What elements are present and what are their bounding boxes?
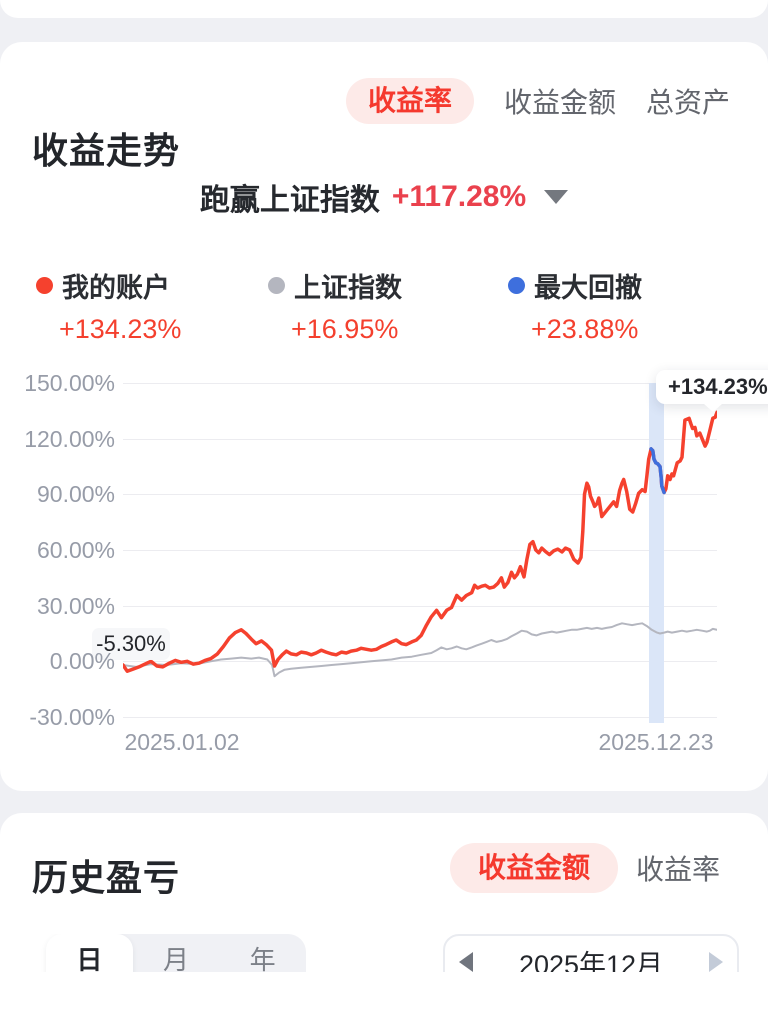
legend-dot-my-account-icon	[36, 277, 53, 294]
legend-label: 上证指数	[294, 273, 402, 303]
end-value-tooltip: +134.23%	[656, 370, 768, 412]
history-card: 历史盈亏 收益金额 收益率 日 月 年 2025年12月	[0, 813, 768, 1030]
chevron-right-icon[interactable]	[708, 952, 723, 972]
period-tab-month[interactable]: 月	[163, 945, 190, 972]
trend-chart[interactable]: -5.30% +134.23% 2025.01.02 2025.12.23 15…	[0, 365, 768, 765]
x-axis-label-end: 2025.12.23	[598, 729, 714, 755]
y-axis-tick-label: 60.00%	[36, 537, 115, 563]
date-picker: 2025年12月	[443, 934, 739, 972]
legend-label: 我的账户	[62, 273, 170, 303]
y-axis-tick-label: 120.00%	[24, 425, 115, 452]
legend-value: +134.23%	[59, 314, 182, 344]
y-axis-tick-label: 90.00%	[36, 481, 115, 508]
trend-tab-bar: 收益率 收益金额 总资产	[345, 78, 730, 124]
history-card-title: 历史盈亏	[32, 857, 181, 898]
y-axis-tick-label: 30.00%	[36, 592, 115, 619]
benchmark-compare-value: +117.28%	[391, 180, 527, 213]
gridline	[123, 717, 717, 718]
tab-total-assets[interactable]: 总资产	[645, 87, 730, 118]
series-line-2	[649, 447, 666, 495]
legend-item-index: 上证指数 +16.95%	[268, 266, 402, 345]
legend-value: +23.88%	[531, 314, 639, 344]
tab-history-amount[interactable]: 收益金额	[449, 843, 618, 893]
benchmark-compare-dropdown[interactable]: 跑赢上证指数 +117.28%	[0, 175, 768, 219]
period-tab-year[interactable]: 年	[249, 945, 276, 972]
series-line-1	[123, 622, 717, 678]
legend-item-my-account: 我的账户 +134.23%	[36, 266, 181, 345]
period-tab-day[interactable]: 日	[46, 934, 133, 972]
gridline	[123, 605, 717, 607]
period-segmented-control: 日 月 年	[46, 934, 306, 972]
top-card-remnant	[0, 0, 768, 18]
gridline	[123, 494, 717, 496]
gridline	[123, 550, 717, 551]
chart-legend: 我的账户 +134.23% 上证指数 +16.95% 最大回撤 +23.88%	[0, 266, 768, 370]
series-line-0	[123, 410, 717, 673]
tab-yield-rate[interactable]: 收益率	[345, 78, 474, 124]
trend-card: 收益走势 收益率 收益金额 总资产 跑赢上证指数 +117.28% 我的账户 +…	[0, 42, 768, 791]
gridline	[123, 383, 717, 384]
y-axis-tick-label: 0.00%	[49, 648, 115, 675]
history-tab-bar: 收益金额 收益率	[449, 843, 720, 893]
history-controls-row: 日 月 年 2025年12月	[0, 934, 768, 972]
benchmark-compare-label: 跑赢上证指数	[199, 184, 380, 217]
gridline	[123, 438, 717, 440]
tab-yield-amount[interactable]: 收益金额	[503, 87, 616, 118]
tooltip-pointer-icon	[704, 404, 722, 412]
y-axis-tick-label: -30.00%	[29, 704, 115, 730]
trend-chart-lines	[123, 410, 717, 678]
legend-value: +16.95%	[291, 314, 399, 344]
legend-label: 最大回撤	[534, 273, 642, 303]
legend-dot-index-icon	[268, 277, 285, 294]
legend-item-max-drawdown: 最大回撤 +23.88%	[508, 266, 642, 345]
gridline	[123, 661, 717, 663]
start-value-tooltip: -5.30%	[92, 628, 170, 660]
end-value-tooltip-text: +134.23%	[668, 374, 768, 399]
date-picker-value: 2025年12月	[518, 949, 664, 973]
triangle-down-icon	[544, 190, 569, 204]
x-axis-label-start: 2025.01.02	[124, 729, 240, 755]
y-axis-tick-label: 150.00%	[24, 370, 115, 396]
legend-dot-max-drawdown-icon	[508, 277, 525, 294]
chevron-left-icon[interactable]	[459, 952, 473, 972]
tab-history-rate[interactable]: 收益率	[635, 854, 720, 885]
trend-card-title: 收益走势	[32, 130, 181, 171]
